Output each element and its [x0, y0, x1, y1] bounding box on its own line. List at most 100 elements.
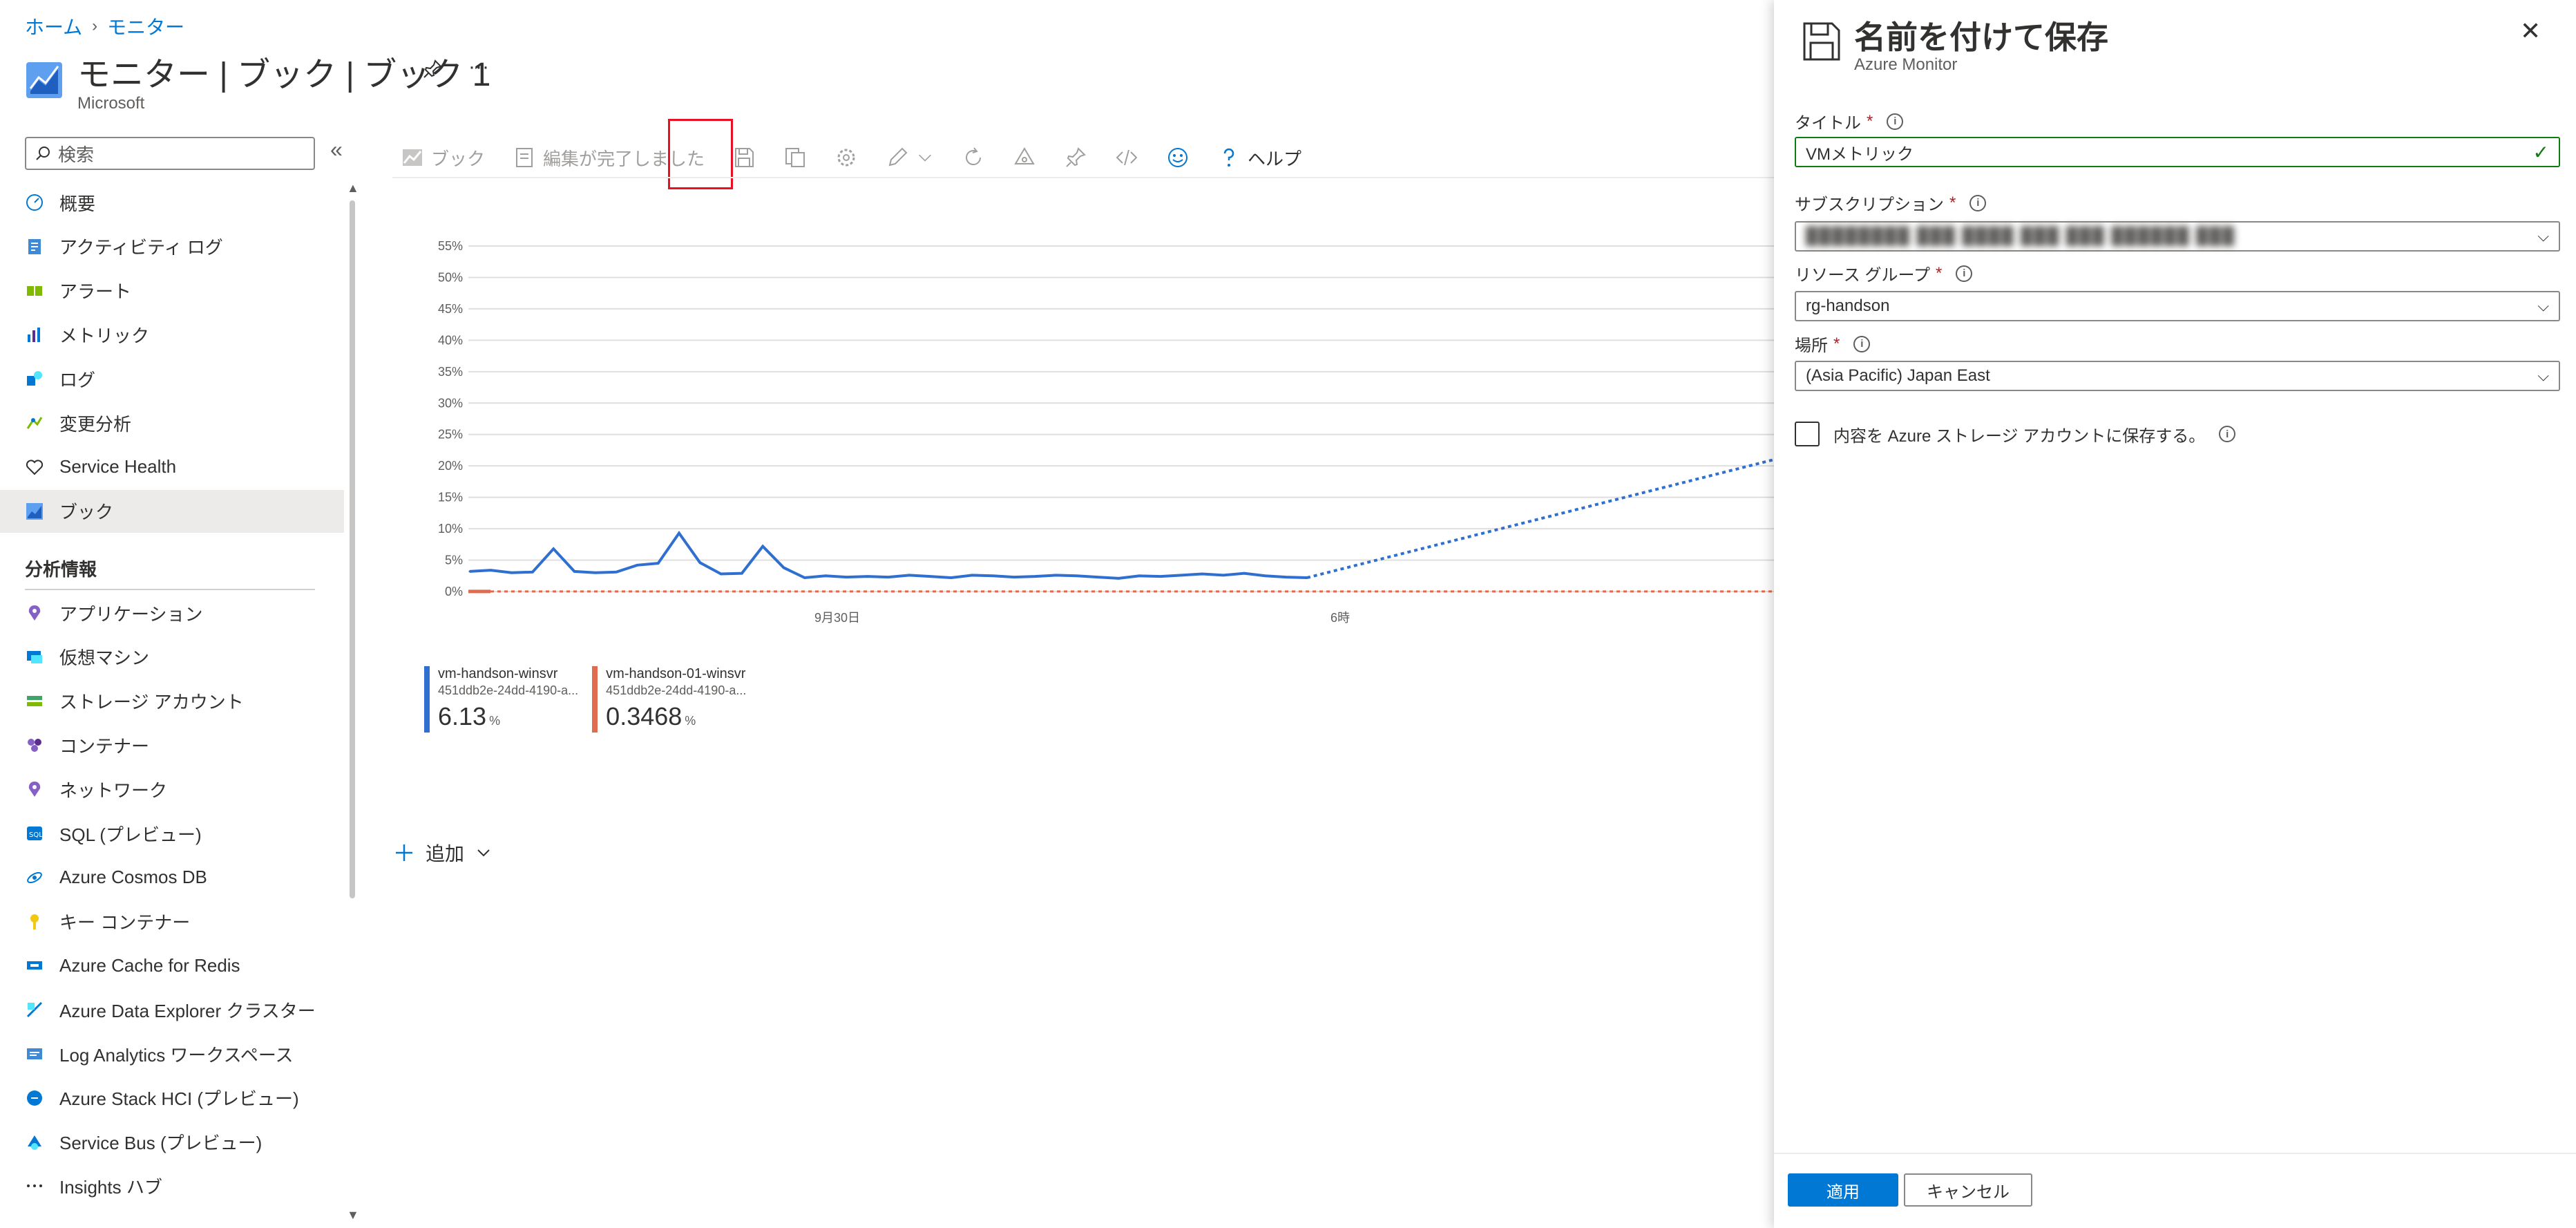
sidebar-item[interactable]: Azure Cosmos DB	[0, 856, 344, 899]
data-point	[1243, 572, 1246, 575]
sidebar-item[interactable]: Azure Cache for Redis	[0, 944, 344, 987]
code-button[interactable]	[1115, 146, 1138, 169]
sidebar-item[interactable]: 概要	[0, 181, 344, 224]
sidebar-item-label: Azure Cosmos DB	[59, 867, 207, 888]
data-point	[950, 576, 953, 579]
data-point	[615, 571, 618, 574]
service-health-icon	[25, 457, 44, 477]
legend-series-name: vm-handson-winsvr	[438, 666, 558, 681]
collapse-sidebar-icon[interactable]: «	[330, 137, 343, 162]
add-button[interactable]: 追加	[394, 839, 492, 867]
data-point	[1138, 574, 1141, 577]
apply-button[interactable]: 適用	[1788, 1173, 1898, 1207]
save-button[interactable]	[732, 146, 756, 169]
breadcrumb-monitor-link[interactable]: モニター	[107, 17, 185, 38]
required-marker: *	[1833, 334, 1840, 353]
sidebar-item[interactable]: アクティビティ ログ	[0, 225, 344, 268]
sidebar-item-label: 仮想マシン	[59, 648, 150, 669]
pin-icon[interactable]	[421, 58, 443, 86]
refresh-button[interactable]	[962, 146, 985, 169]
sidebar-item[interactable]: ブック	[0, 489, 344, 533]
legend-color-swatch	[592, 666, 598, 733]
info-icon[interactable]: i	[1853, 335, 1871, 352]
sidebar-item[interactable]: Azure Data Explorer クラスター	[0, 988, 344, 1031]
sidebar-item[interactable]: Service Bus (プレビュー)	[0, 1121, 344, 1164]
sidebar-item[interactable]: 変更分析	[0, 402, 344, 444]
save-as-button[interactable]	[783, 146, 807, 169]
info-icon[interactable]: i	[1956, 265, 1973, 282]
sidebar-item[interactable]: コンテナー	[0, 724, 344, 766]
more-actions-icon[interactable]: ···	[468, 55, 489, 78]
sidebar-item[interactable]: ログ	[0, 357, 344, 400]
subscription-dropdown[interactable]: ████████ ███ ████ ███ ███ ██████ ███ ⌵	[1795, 221, 2560, 252]
sidebar-item[interactable]: メトリック	[0, 313, 344, 356]
done-editing-button[interactable]: 編集が完了しました	[513, 145, 705, 171]
resource-group-dropdown[interactable]: rg-handson ⌵	[1795, 291, 2560, 321]
sidebar-item[interactable]: キー コンテナー	[0, 900, 344, 943]
alert-icon	[25, 281, 44, 301]
sidebar-item[interactable]: アラート	[0, 270, 344, 312]
sidebar-item[interactable]: Service Health	[0, 446, 344, 489]
share-button[interactable]	[1013, 146, 1036, 169]
sidebar-search[interactable]: 検索	[25, 137, 315, 170]
legend-item-series-2[interactable]: vm-handson-01-winsvr 451ddb2e-24dd-4190-…	[592, 666, 746, 733]
close-icon[interactable]: ✕	[2520, 17, 2541, 45]
storage-checkbox[interactable]	[1795, 422, 1820, 446]
info-icon[interactable]: i	[1887, 113, 1904, 130]
required-marker: *	[1867, 111, 1873, 131]
data-point	[887, 576, 890, 578]
data-point	[1076, 574, 1078, 577]
sidebar-item[interactable]: アプリケーション	[0, 592, 344, 634]
data-point	[1117, 577, 1120, 580]
divider	[1774, 1153, 2576, 1154]
data-point	[992, 574, 994, 577]
data-point	[824, 574, 827, 577]
edit-button[interactable]	[886, 146, 934, 169]
book-button[interactable]: ブック	[401, 145, 485, 171]
sidebar-item[interactable]: ネットワーク	[0, 768, 344, 811]
chevron-down-icon: ⌵	[2537, 297, 2549, 314]
settings-button[interactable]	[834, 146, 858, 169]
breadcrumb-home-link[interactable]: ホーム	[25, 17, 83, 38]
panel-title: 名前を付けて保存	[1854, 19, 2108, 55]
help-button[interactable]: ヘルプ	[1217, 145, 1301, 171]
info-icon[interactable]: i	[2219, 426, 2236, 442]
key-vault-icon	[25, 912, 44, 932]
sidebar-item[interactable]: Azure Stack HCI (プレビュー)	[0, 1077, 344, 1120]
data-point	[531, 571, 534, 574]
data-point	[1159, 575, 1162, 578]
data-point	[468, 570, 471, 573]
sidebar-item-label: Azure Data Explorer クラスター	[59, 1000, 316, 1021]
legend-item-series-1[interactable]: vm-handson-winsvr 451ddb2e-24dd-4190-a..…	[424, 666, 578, 733]
save-as-panel	[1774, 0, 2576, 1228]
sidebar-item-label: ストレージ アカウント	[59, 692, 244, 713]
title-input[interactable]: VMメトリック ✓	[1795, 137, 2560, 167]
sidebar-scrollbar[interactable]	[350, 200, 355, 898]
sidebar-item-label: アラート	[59, 281, 132, 303]
data-point	[1201, 573, 1203, 576]
insights-section-title: 分析情報	[25, 559, 97, 580]
scroll-down-icon[interactable]: ▼	[347, 1208, 359, 1222]
data-point	[783, 566, 785, 569]
location-dropdown[interactable]: (Asia Pacific) Japan East ⌵	[1795, 361, 2560, 391]
info-icon[interactable]: i	[1969, 194, 1987, 211]
sidebar-item[interactable]: Log Analytics ワークスペース	[0, 1032, 344, 1075]
scroll-up-icon[interactable]: ▲	[347, 181, 359, 195]
pin-button[interactable]	[1064, 146, 1087, 169]
x-tick-label: 9月30日	[814, 611, 860, 625]
subscription-field-label: サブスクリプション * i	[1795, 191, 1987, 215]
sidebar-item-label: ブック	[59, 502, 114, 523]
cancel-button[interactable]: キャンセル	[1904, 1173, 2032, 1207]
feedback-button[interactable]	[1166, 146, 1190, 169]
resource-group-field-label: リソース グループ * i	[1795, 261, 1973, 285]
sidebar-item[interactable]: 仮想マシン	[0, 636, 344, 679]
y-tick-label: 15%	[438, 491, 463, 504]
sidebar-item[interactable]: ストレージ アカウント	[0, 680, 344, 723]
sidebar-item[interactable]: Insights ハブ	[0, 1164, 344, 1207]
sql-icon: SQL	[25, 824, 44, 843]
data-point	[594, 572, 597, 574]
sidebar-item-label: コンテナー	[59, 735, 150, 757]
sidebar-item[interactable]: SQL SQL (プレビュー)	[0, 812, 344, 855]
data-point	[1285, 576, 1288, 578]
data-point	[761, 545, 764, 548]
